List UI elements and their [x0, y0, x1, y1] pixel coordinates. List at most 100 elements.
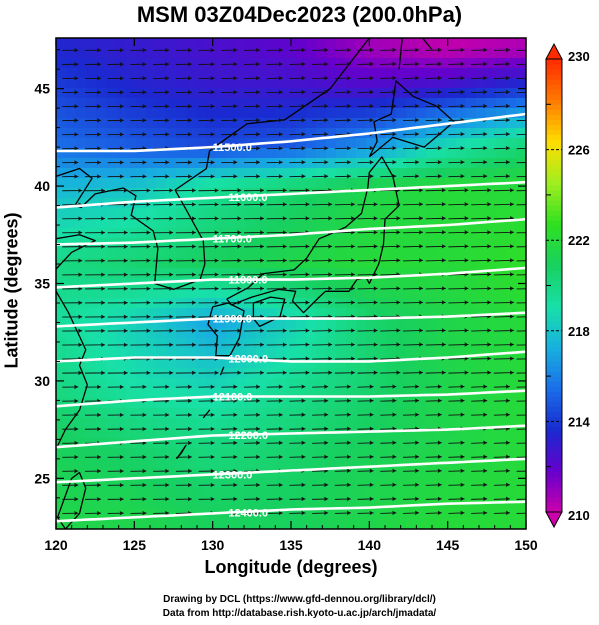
- field-cell: [256, 118, 267, 129]
- field-cell: [456, 108, 467, 119]
- wind-arrowhead: [214, 286, 219, 291]
- field-cell: [266, 158, 277, 169]
- wind-arrowhead: [369, 510, 374, 516]
- field-cell: [216, 478, 227, 489]
- wind-arrowhead: [214, 370, 219, 375]
- field-cell: [226, 448, 237, 459]
- field-cell: [516, 208, 526, 219]
- field-cell: [496, 138, 507, 149]
- wind-arrowhead: [256, 482, 260, 488]
- colorbar-segment: [546, 69, 562, 75]
- field-cell: [356, 308, 367, 319]
- wind-arrowhead: [369, 174, 374, 179]
- wind-arrowhead: [142, 118, 147, 123]
- field-cell: [376, 58, 387, 69]
- field-cell: [416, 148, 427, 159]
- field-cell: [276, 48, 287, 59]
- field-cell: [136, 228, 147, 239]
- field-cell: [186, 68, 197, 79]
- field-cell: [66, 338, 77, 349]
- field-cell: [346, 368, 357, 379]
- field-cell: [226, 378, 237, 389]
- field-cell: [96, 58, 107, 69]
- field-cell: [446, 378, 457, 389]
- field-cell: [206, 178, 217, 189]
- field-cell: [346, 318, 357, 329]
- field-cell: [76, 188, 87, 199]
- field-cell: [166, 288, 177, 299]
- field-cell: [346, 378, 357, 389]
- field-cell: [236, 348, 247, 359]
- field-cell: [326, 478, 337, 489]
- wind-arrowhead: [346, 412, 351, 417]
- wind-arrowhead: [437, 61, 442, 67]
- field-cell: [316, 448, 327, 459]
- field-cell: [186, 498, 197, 509]
- field-cell: [426, 218, 437, 229]
- field-cell: [226, 198, 237, 209]
- field-cell: [206, 98, 217, 109]
- field-cell: [56, 438, 67, 449]
- field-cell: [326, 158, 337, 169]
- field-cell: [226, 118, 237, 129]
- field-cell: [486, 268, 497, 279]
- field-cell: [446, 68, 457, 79]
- field-cell: [276, 458, 287, 469]
- field-cell: [416, 278, 427, 289]
- field-cell: [206, 498, 217, 509]
- field-cell: [76, 88, 87, 99]
- field-cell: [76, 148, 87, 159]
- wind-arrowhead: [533, 244, 537, 248]
- field-cell: [116, 98, 127, 109]
- wind-arrowhead: [392, 384, 397, 389]
- wind-arrowhead: [529, 455, 533, 459]
- colorbar-segment: [546, 189, 562, 196]
- wind-arrowhead: [460, 173, 465, 179]
- field-cell: [66, 128, 77, 139]
- colorbar-segment: [546, 174, 562, 181]
- wind-arrowhead: [324, 440, 329, 445]
- field-cell: [366, 518, 377, 529]
- field-cell: [346, 288, 357, 299]
- field-cell: [346, 248, 357, 259]
- field-cell: [386, 468, 397, 479]
- colorbar-segment: [546, 446, 562, 453]
- field-cell: [226, 278, 237, 289]
- wind-arrowhead: [346, 384, 351, 389]
- field-cell: [466, 238, 477, 249]
- field-cell: [226, 408, 237, 419]
- field-cell: [426, 138, 437, 149]
- field-cell: [106, 158, 117, 169]
- wind-arrowhead: [301, 412, 306, 417]
- field-cell: [86, 348, 97, 359]
- wind-arrowhead: [210, 132, 215, 137]
- field-cell: [326, 108, 337, 119]
- wind-arrowhead: [233, 146, 238, 151]
- field-cell: [396, 398, 407, 409]
- height-contour: [56, 500, 526, 523]
- field-cell: [126, 398, 137, 409]
- field-cell: [206, 388, 217, 399]
- field-cell: [446, 208, 457, 219]
- wind-arrowhead: [100, 286, 105, 291]
- field-cell: [506, 428, 517, 439]
- contour-label: 11900.0: [213, 314, 252, 326]
- wind-arrowhead: [533, 314, 537, 318]
- field-cell: [326, 168, 337, 179]
- field-cell: [216, 448, 227, 459]
- colorbar-segment: [546, 99, 562, 105]
- field-cell: [96, 148, 107, 159]
- wind-arrowhead: [415, 482, 420, 487]
- wind-arrowhead: [533, 371, 537, 375]
- field-cell: [506, 208, 517, 219]
- field-cell: [236, 78, 247, 89]
- field-cell: [136, 328, 147, 339]
- field-cell: [296, 298, 307, 309]
- field-cell: [146, 458, 157, 469]
- wind-arrowhead: [464, 187, 469, 193]
- field-cell: [206, 138, 217, 149]
- field-cell: [236, 388, 247, 399]
- field-cell: [376, 418, 387, 429]
- wind-arrowhead: [214, 342, 219, 347]
- field-cell: [166, 98, 177, 109]
